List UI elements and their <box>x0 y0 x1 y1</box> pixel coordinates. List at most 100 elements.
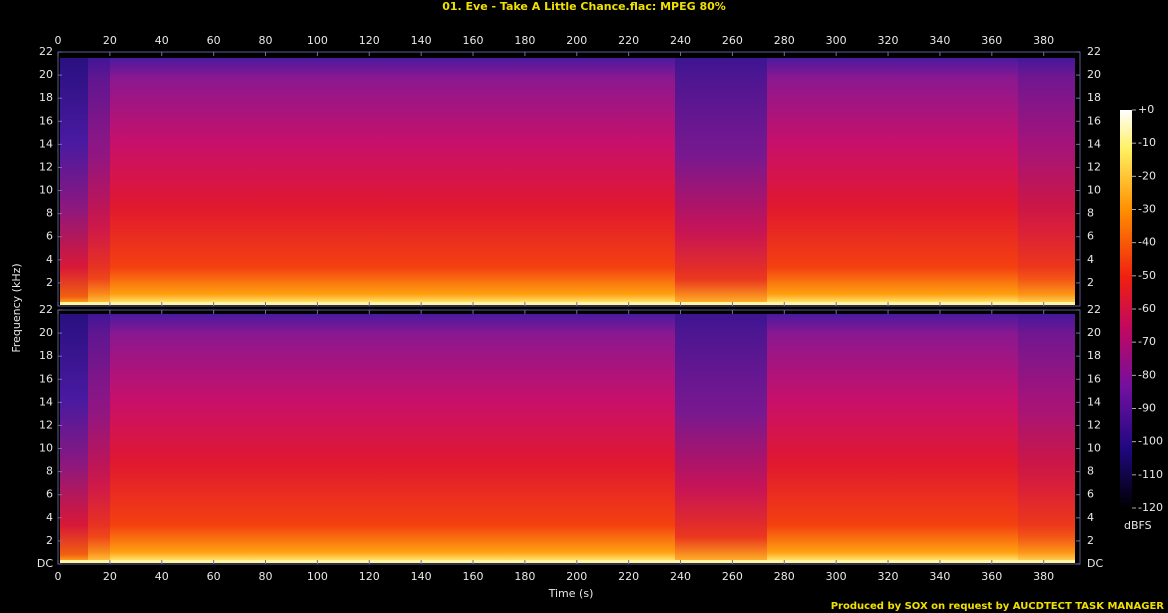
x-tick-label: 260 <box>722 570 743 583</box>
y-tick-label: 10 <box>39 442 53 455</box>
frame <box>57 51 1081 307</box>
y-tick-label: 4 <box>1087 253 1094 266</box>
colorbar-tick-label: -70 <box>1138 335 1156 348</box>
y-tick-label: 6 <box>1087 230 1094 243</box>
y-tick-label: 12 <box>39 418 53 431</box>
colorbar-tick-label: -110 <box>1138 468 1163 481</box>
chart-title: 01. Eve - Take A Little Chance.flac: MPE… <box>442 0 726 13</box>
y-tick-label: 10 <box>1087 442 1101 455</box>
y-tick-label: 22 <box>39 45 53 58</box>
y-tick-label: 18 <box>39 349 53 362</box>
y-tick-label: 22 <box>1087 303 1101 316</box>
x-tick-label: 80 <box>259 570 273 583</box>
x-tick-label: 320 <box>878 570 899 583</box>
x-tick-label: 340 <box>929 570 950 583</box>
colorbar-tick-label: -10 <box>1138 136 1156 149</box>
x-tick-label: 100 <box>307 570 328 583</box>
x-tick-label: 0 <box>55 34 62 47</box>
colorbar-tick-label: -100 <box>1138 435 1163 448</box>
y-tick-label: 22 <box>1087 45 1101 58</box>
x-tick-label: 60 <box>207 34 221 47</box>
x-tick-label: 200 <box>566 570 587 583</box>
x-tick-label: 220 <box>618 34 639 47</box>
colorbar-tick-label: -40 <box>1138 236 1156 249</box>
colorbar-tick-label: -30 <box>1138 203 1156 216</box>
colorbar-tick-label: -80 <box>1138 368 1156 381</box>
y-tick-label: 12 <box>1087 160 1101 173</box>
x-tick-label: 120 <box>359 34 380 47</box>
y-tick-label: 4 <box>46 511 53 524</box>
y-tick-label: 14 <box>1087 137 1101 150</box>
x-tick-label: 20 <box>103 34 117 47</box>
x-tick-label: 220 <box>618 570 639 583</box>
y-tick-label: 2 <box>1087 276 1094 289</box>
x-tick-label: 120 <box>359 570 380 583</box>
colorbar-tick-label: -120 <box>1138 501 1163 514</box>
y-tick-label: 2 <box>46 276 53 289</box>
x-tick-label: 20 <box>103 570 117 583</box>
colorbar-tick-label: -90 <box>1138 402 1156 415</box>
y-tick-label: 20 <box>1087 68 1101 81</box>
x-tick-label: 140 <box>411 570 432 583</box>
colorbar-tick-label: -50 <box>1138 269 1156 282</box>
x-tick-label: 0 <box>55 570 62 583</box>
x-tick-label: 380 <box>1033 34 1054 47</box>
x-tick-label: 60 <box>207 570 221 583</box>
channel-1-image <box>58 52 1080 306</box>
y-tick-label: 6 <box>46 230 53 243</box>
y-tick-label: 2 <box>1087 534 1094 547</box>
x-tick-label: 100 <box>307 34 328 47</box>
colorbar-tick-label: +0 <box>1138 103 1154 116</box>
footer: Produced by SOX on request by AUCDTECT T… <box>831 601 1165 612</box>
y-tick-label: 12 <box>1087 418 1101 431</box>
y-tick-label: 22 <box>39 303 53 316</box>
y-tick-label: 16 <box>39 114 53 127</box>
y-tick-label: 4 <box>46 253 53 266</box>
y-tick-label: 12 <box>39 160 53 173</box>
y-tick-label: 16 <box>1087 372 1101 385</box>
y-axis-label: Frequency (kHz) <box>10 263 23 352</box>
y-tick-label: 8 <box>1087 465 1094 478</box>
x-tick-label: 380 <box>1033 570 1054 583</box>
x-tick-label: 80 <box>259 34 273 47</box>
x-tick-label: 280 <box>774 34 795 47</box>
y-tick-label: 18 <box>1087 349 1101 362</box>
spectrogram-panels <box>57 51 1081 565</box>
colorbar-tick-label: -60 <box>1138 302 1156 315</box>
y-tick-label: 16 <box>1087 114 1101 127</box>
y-tick-label: 8 <box>46 465 53 478</box>
channel-2-image <box>58 310 1080 564</box>
x-tick-label: 360 <box>981 570 1002 583</box>
y-tick-label: 4 <box>1087 511 1094 524</box>
x-tick-label: 40 <box>155 34 169 47</box>
x-tick-label: 40 <box>155 570 169 583</box>
colorbar-tick-label: -20 <box>1138 169 1156 182</box>
y-tick-label: 8 <box>46 207 53 220</box>
y-tick-label: 18 <box>39 91 53 104</box>
x-tick-label: 180 <box>514 34 535 47</box>
y-tick-label: 14 <box>1087 395 1101 408</box>
x-tick-label: 300 <box>826 34 847 47</box>
y-tick-label: 14 <box>39 395 53 408</box>
y-tick-label: 10 <box>39 184 53 197</box>
x-tick-label: 360 <box>981 34 1002 47</box>
y-tick-label: 2 <box>46 534 53 547</box>
x-tick-label: 300 <box>826 570 847 583</box>
x-tick-label: 280 <box>774 570 795 583</box>
y-tick-label: 6 <box>46 488 53 501</box>
y-tick-label: 10 <box>1087 184 1101 197</box>
x-tick-label: 260 <box>722 34 743 47</box>
frame <box>57 309 1081 565</box>
x-axis-label: Time (s) <box>548 587 594 600</box>
y-tick-label: 20 <box>39 68 53 81</box>
x-tick-label: 180 <box>514 570 535 583</box>
x-tick-label: 200 <box>566 34 587 47</box>
y-tick-label: 6 <box>1087 488 1094 501</box>
y-tick-label: DC <box>1087 557 1103 570</box>
colorbar-label: dBFS <box>1124 519 1152 532</box>
y-tick-label: 20 <box>1087 326 1101 339</box>
y-tick-label: 8 <box>1087 207 1094 220</box>
x-tick-label: 160 <box>463 34 484 47</box>
x-tick-label: 240 <box>670 34 691 47</box>
